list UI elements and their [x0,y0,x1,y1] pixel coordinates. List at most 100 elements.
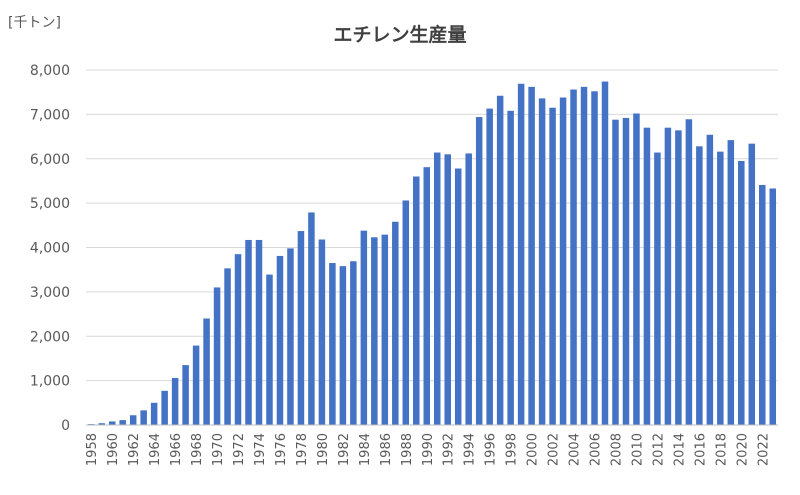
x-tick-label: 2006 [589,433,604,466]
bar-2016 [696,146,703,425]
bar-1980 [318,239,326,425]
bar-1960 [108,421,116,425]
bar-1995 [475,117,483,425]
bar-2001 [538,98,546,426]
x-axis-tick-labels: 1958 1960 1962 1964 1966 1968 1970 1972 1974 1976… [85,433,771,466]
bar-1968 [192,345,200,425]
bar-1996 [486,108,493,426]
x-tick-label: 1966 [169,433,184,466]
bar-1976 [276,255,284,425]
bar-1987 [392,221,399,425]
bar-2017 [706,134,714,426]
bar-2015 [685,119,693,425]
bar-2000 [528,86,535,426]
x-tick-label: 1970 [211,433,226,466]
bar-1971 [224,268,231,425]
x-tick-label: 1958 [85,433,100,466]
bar-2023 [769,188,777,425]
x-tick-label: 1978 [295,433,310,466]
x-tick-label: 1962 [127,433,142,466]
y-tick-label: 0 [61,418,70,434]
bar-1994 [465,153,472,425]
x-tick-label: 1998 [505,433,520,466]
bar-2010 [633,113,640,426]
chart-title: エチレン生産量 [333,24,467,46]
bar-2012 [654,152,661,426]
x-tick-label: 1988 [400,433,415,466]
y-tick-label: 2,000 [30,329,70,345]
bars [87,81,777,426]
bar-1999 [517,83,525,425]
x-tick-label: 1980 [316,433,331,466]
x-tick-label: 2012 [651,433,666,466]
x-tick-label: 2004 [568,433,583,466]
x-tick-label: 2008 [609,433,624,466]
bar-1973 [245,239,252,425]
y-tick-label: 8,000 [30,63,70,79]
bar-2018 [717,151,724,425]
y-tick-label: 5,000 [30,196,70,212]
x-tick-label: 1986 [379,433,394,466]
y-tick-label: 1,000 [30,374,70,390]
x-tick-label: 1994 [463,433,478,466]
x-tick-label: 1990 [421,433,436,466]
bar-1979 [308,212,315,425]
bar-1974 [255,239,263,425]
bar-1981 [329,263,336,425]
x-tick-label: 1968 [190,433,205,466]
bar-1984 [360,230,368,425]
bar-1977 [287,248,294,425]
bar-1998 [507,110,514,425]
bar-2013 [664,127,672,425]
bar-2019 [727,140,735,426]
bar-1991 [433,152,441,426]
bar-1966 [171,377,179,425]
bar-2009 [622,117,630,426]
bar-1962 [129,415,137,425]
x-tick-label: 1960 [106,433,121,466]
x-tick-label: 1976 [274,433,289,466]
bar-1986 [381,234,389,425]
bar-1959 [98,423,105,425]
x-tick-label: 2002 [547,433,562,466]
bar-1965 [161,390,168,425]
bar-2002 [549,107,556,425]
x-tick-label: 1984 [358,433,373,466]
bar-2007 [601,81,609,425]
bar-2006 [591,91,598,426]
bar-2004 [570,89,577,425]
x-tick-label: 1972 [232,433,247,466]
y-tick-label: 4,000 [30,241,70,257]
y-tick-label: 3,000 [30,285,70,301]
bar-1967 [182,365,189,425]
x-tick-label: 2022 [756,433,771,466]
bar-1975 [266,274,273,425]
x-tick-label: 2020 [735,433,750,466]
x-tick-label: 1996 [484,433,499,466]
bar-2020 [738,160,745,425]
y-tick-label: 7,000 [30,107,70,123]
x-tick-label: 1982 [337,433,352,466]
bar-1982 [339,266,347,425]
bar-1964 [150,402,158,425]
bar-2014 [675,130,682,425]
gridlines [86,69,778,382]
bar-1978 [297,231,305,425]
bar-2022 [759,184,766,425]
bar-2005 [580,86,588,426]
x-tick-label: 2018 [714,433,729,466]
bar-1992 [444,154,451,425]
y-axis-tick-labels: 0 1,000 2,000 3,000 4,000 5,000 6,000 7,000 8,00… [30,63,70,434]
bar-1985 [371,237,378,425]
bar-1988 [402,200,410,425]
x-tick-label: 2000 [526,433,541,466]
bar-2003 [559,97,567,425]
x-tick-label: 1964 [148,433,163,466]
bar-1970 [213,287,221,425]
bar-1983 [350,261,357,425]
bar-1997 [496,95,504,426]
bar-1990 [423,167,431,425]
x-tick-label: 1974 [253,433,268,466]
x-tick-label: 2010 [630,433,645,466]
